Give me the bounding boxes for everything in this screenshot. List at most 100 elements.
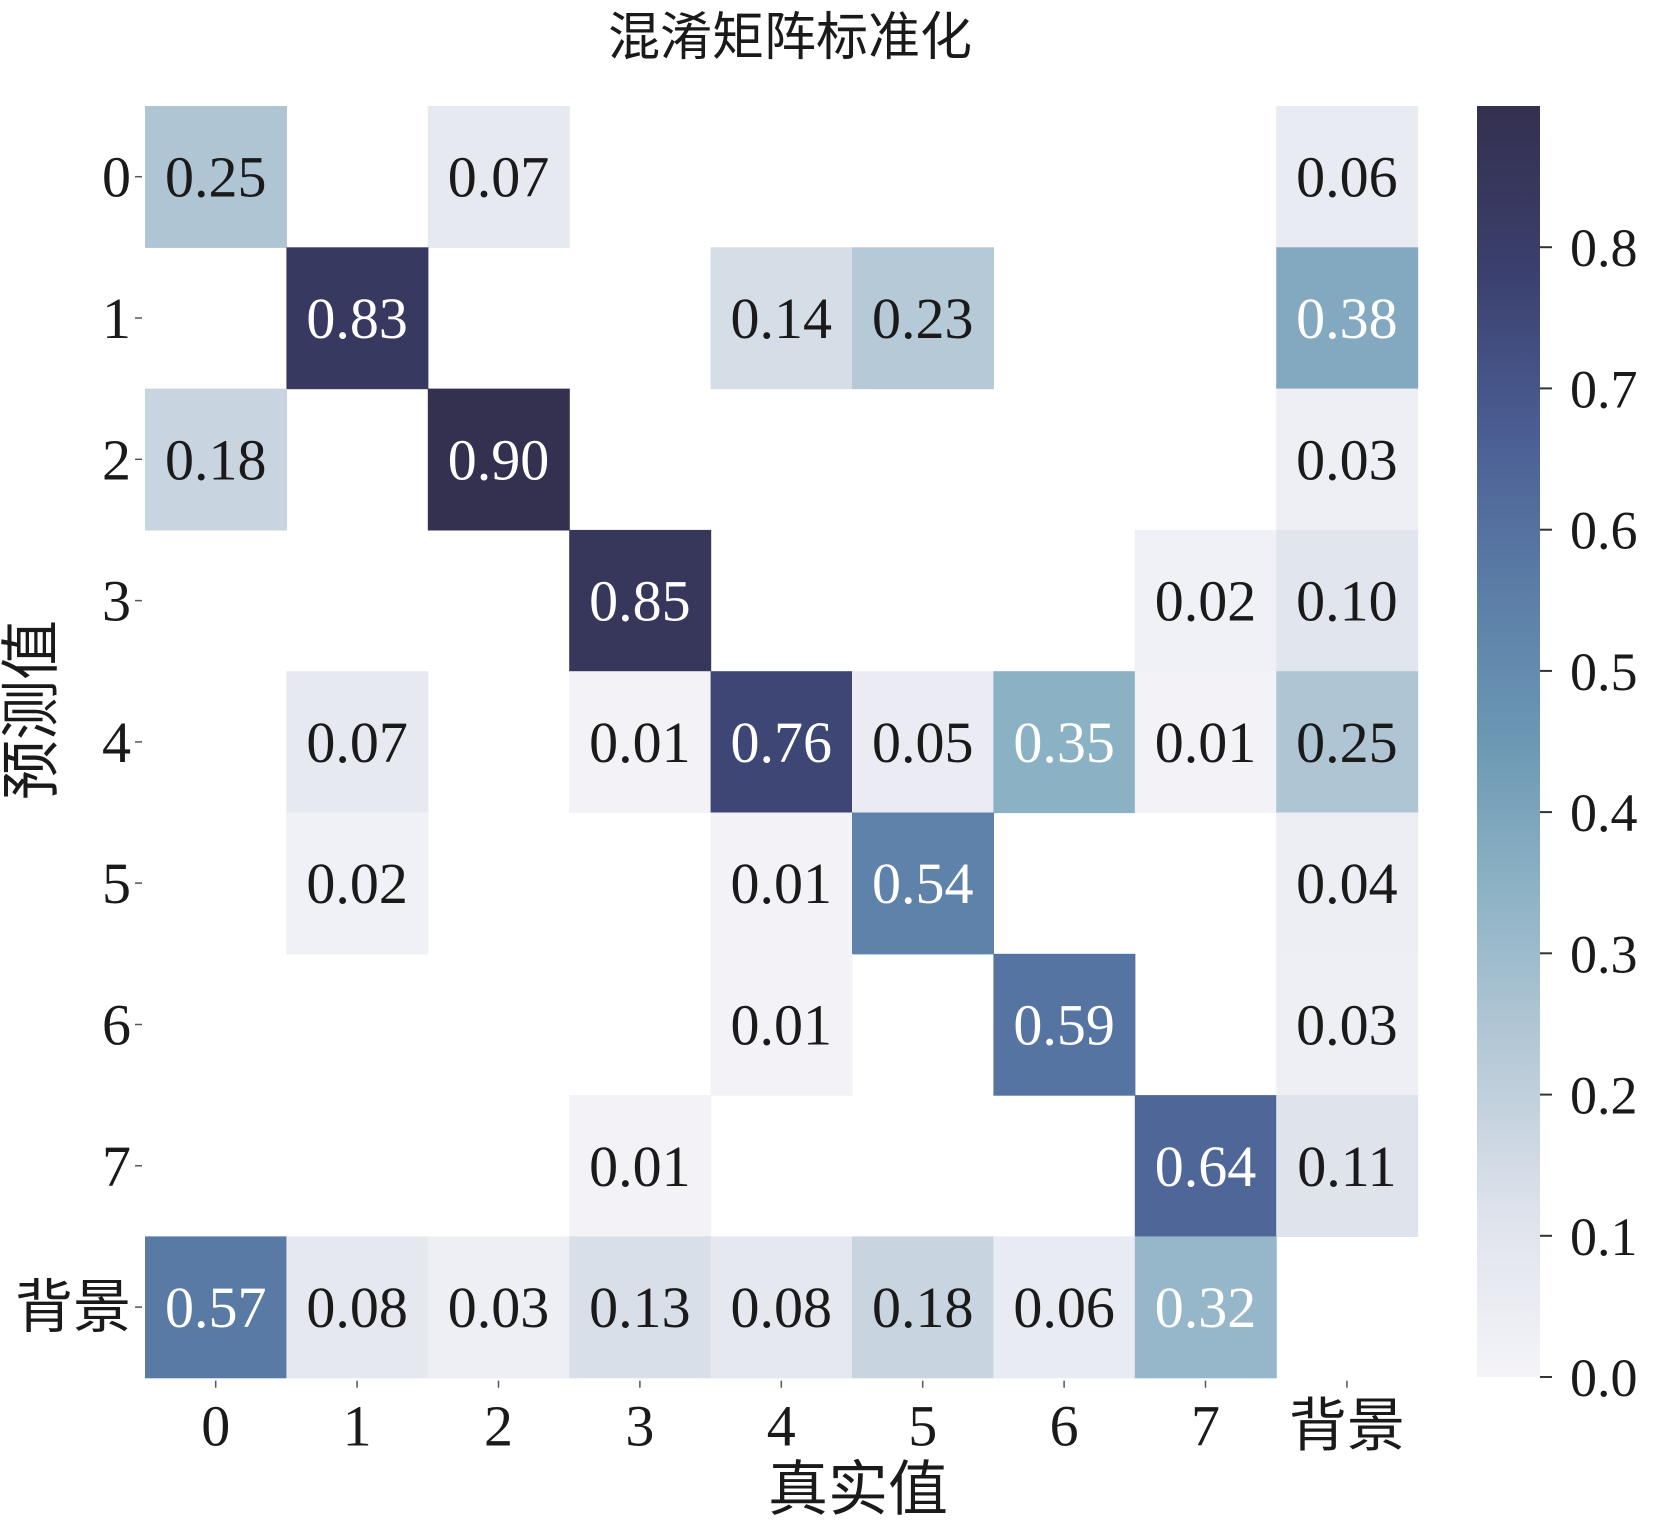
heatmap-cell: [710, 953, 853, 1096]
cell-value-label: 0.07: [448, 145, 550, 210]
heatmap-cells: [145, 106, 1419, 1379]
heatmap-cell: [145, 106, 287, 248]
cell-value-label: 0.38: [1296, 286, 1398, 351]
cell-value-label: 0.25: [165, 145, 267, 210]
cell-value-label: 0.59: [1013, 993, 1115, 1058]
cell-value-label: 0.03: [1296, 427, 1398, 492]
heatmap-cell: [286, 247, 429, 390]
cell-value-label: 0.13: [589, 1275, 691, 1340]
cell-value-label: 0.64: [1155, 1134, 1257, 1199]
chart-title: 混淆矩阵标准化: [608, 10, 972, 67]
heatmap-cell: [286, 812, 429, 955]
y-axis-label: 预测值: [0, 620, 65, 800]
cell-value-label: 0.54: [872, 851, 974, 916]
cell-value-label: 0.06: [1296, 145, 1398, 210]
x-tick-label: 3: [625, 1394, 654, 1459]
heatmap-cell: [852, 671, 994, 814]
heatmap-cell: [852, 812, 994, 955]
heatmap-cell: [1134, 1095, 1277, 1237]
cell-value-label: 0.85: [589, 569, 691, 634]
cell-value-label: 0.25: [1296, 710, 1398, 775]
heatmap-cell: [145, 1236, 287, 1379]
cell-value-label: 0.03: [1296, 993, 1398, 1058]
heatmap-cell: [710, 1236, 853, 1379]
colorbar-tick-label: 0.5: [1570, 642, 1638, 702]
x-tick-label: 0: [201, 1394, 230, 1459]
colorbar-tick-label: 0.8: [1570, 218, 1638, 278]
colorbar-tick-label: 0.4: [1570, 783, 1638, 843]
cell-value-label: 0.32: [1155, 1275, 1257, 1340]
cell-value-label: 0.08: [731, 1275, 833, 1340]
heatmap-cell: [145, 388, 287, 531]
cell-value-label: 0.57: [165, 1275, 267, 1340]
cell-value-label: 0.11: [1297, 1134, 1396, 1199]
heatmap-cell: [993, 1236, 1136, 1379]
heatmap-cell: [852, 1236, 994, 1379]
y-tick-label: 5: [102, 851, 131, 916]
y-tick-label: 4: [102, 710, 131, 775]
heatmap-cell: [1134, 529, 1277, 672]
cell-value-label: 0.01: [589, 1134, 691, 1199]
colorbar-tick-label: 0.7: [1570, 359, 1638, 419]
x-tick-label: 7: [1191, 1394, 1220, 1459]
heatmap-cell: [427, 1236, 570, 1379]
cell-value-label: 0.05: [872, 710, 974, 775]
heatmap-cell: [1276, 812, 1419, 955]
x-tick-label: 1: [343, 1394, 372, 1459]
x-axis-label: 真实值: [768, 1457, 948, 1521]
cell-value-label: 0.01: [1155, 710, 1257, 775]
heatmap-cell: [1276, 388, 1419, 531]
cell-value-label: 0.01: [731, 851, 833, 916]
x-tick-label: 6: [1050, 1394, 1079, 1459]
cell-value-label: 0.10: [1296, 569, 1398, 634]
heatmap-cell: [569, 529, 712, 672]
cell-value-label: 0.04: [1296, 851, 1398, 916]
heatmap-cell: [1276, 529, 1419, 672]
y-tick-label: 背景: [15, 1275, 131, 1340]
y-tick-label: 6: [102, 993, 131, 1058]
heatmap-cell: [852, 247, 994, 390]
cell-value-label: 0.02: [306, 851, 408, 916]
heatmap-cell: [1276, 1095, 1419, 1237]
colorbar-gradient: [1477, 106, 1540, 1377]
cell-value-label: 0.23: [872, 286, 974, 351]
colorbar-tick-label: 0.6: [1570, 501, 1638, 561]
heatmap-cell: [1276, 671, 1419, 814]
heatmap-cell: [427, 388, 570, 531]
x-axis: 0 1 2 3 4 5 6 7 背景: [201, 1380, 1405, 1459]
heatmap-cell: [993, 671, 1136, 814]
x-tick-label: 4: [767, 1394, 796, 1459]
heatmap-cell: [710, 812, 853, 955]
heatmap-cell: [286, 1236, 429, 1379]
colorbar-tick-label: 0.2: [1570, 1066, 1638, 1126]
y-tick-label: 0: [102, 145, 131, 210]
heatmap-cell: [569, 671, 712, 814]
colorbar-tick-label: 0.1: [1570, 1207, 1638, 1267]
colorbar-tick-label: 0.3: [1570, 924, 1638, 984]
x-tick-label: 背景: [1289, 1394, 1405, 1459]
heatmap-cell: [569, 1236, 712, 1379]
y-tick-label: 3: [102, 569, 131, 634]
cell-value-label: 0.14: [731, 286, 833, 351]
cell-value-label: 0.02: [1155, 569, 1257, 634]
x-tick-label: 2: [484, 1394, 513, 1459]
cell-value-label: 0.07: [306, 710, 408, 775]
y-tick-label: 2: [102, 427, 131, 492]
cell-value-label: 0.18: [872, 1275, 974, 1340]
cell-value-label: 0.06: [1013, 1275, 1115, 1340]
cell-value-label: 0.18: [165, 427, 267, 492]
cell-value-label: 0.76: [731, 710, 833, 775]
x-tick-label: 5: [908, 1394, 937, 1459]
heatmap-cell: [1276, 106, 1419, 248]
colorbar-tick-label: 0.0: [1570, 1348, 1638, 1408]
heatmap-cell: [1134, 671, 1277, 814]
heatmap-value-labels: 0.25 0.07 0.06 0.83 0.14 0.23 0.38 0.18 0.90 0.03…: [165, 145, 1398, 1340]
cell-value-label: 0.01: [589, 710, 691, 775]
cell-value-label: 0.08: [306, 1275, 408, 1340]
cell-value-label: 0.90: [448, 427, 550, 492]
heatmap-cell: [993, 953, 1136, 1096]
heatmap-cell: [710, 247, 853, 390]
heatmap-cell: [710, 671, 853, 814]
cell-value-label: 0.03: [448, 1275, 550, 1340]
